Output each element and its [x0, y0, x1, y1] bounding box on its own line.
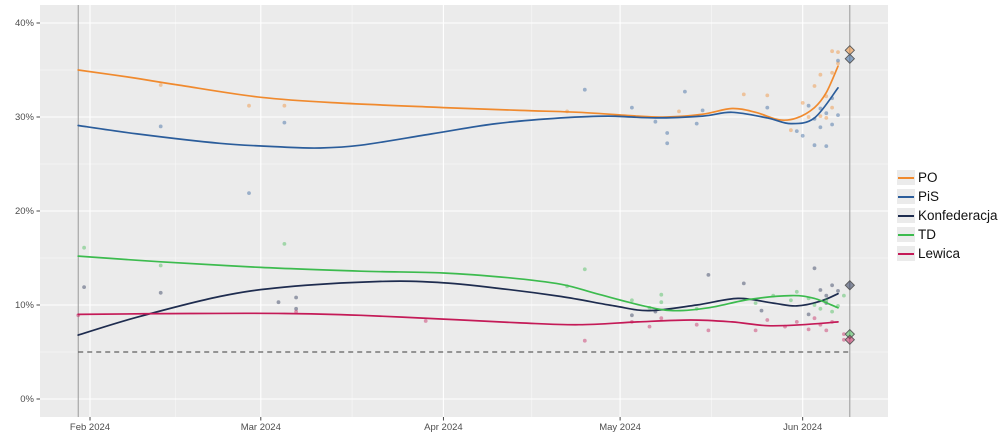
legend-item-td: TD — [897, 225, 998, 244]
y-tick-label: 30% — [15, 112, 35, 123]
axes: 0% 10% 20% 30% 40% Feb 2024 Mar 2024 Apr 2024 Ma… — [15, 18, 822, 433]
y-tick-label: 0% — [20, 394, 34, 405]
x-tick-label: Jun 2024 — [783, 422, 822, 433]
election-result-markers — [844, 45, 856, 346]
legend-label-konfederacja: Konfederacja — [918, 208, 998, 223]
legend: PO PiS Konfederacja TD Lewica — [897, 168, 998, 263]
lewica-line-swatch — [898, 252, 914, 255]
gridlines-major — [40, 5, 888, 417]
legend-key-konfederacja — [897, 208, 915, 223]
result-diamond-PiS — [844, 53, 856, 64]
legend-label-td: TD — [918, 227, 936, 242]
x-tick-label: Mar 2024 — [241, 422, 281, 433]
legend-item-po: PO — [897, 168, 998, 187]
series-Konfederacja-points — [82, 266, 840, 318]
x-tick-label: May 2024 — [599, 422, 641, 433]
legend-key-po — [897, 170, 915, 185]
series-TD-trend — [77, 255, 839, 312]
series-Konfederacja-trend — [77, 280, 839, 336]
series-PO-trend — [77, 65, 839, 122]
legend-key-pis — [897, 189, 915, 204]
legend-label-lewica: Lewica — [918, 246, 961, 261]
series-PiS-trend — [77, 87, 839, 149]
legend-item-lewica: Lewica — [897, 244, 998, 263]
result-diamond-Konfederacja — [844, 280, 856, 291]
legend-label-pis: PiS — [918, 189, 940, 204]
series-Lewica-points — [76, 309, 846, 343]
reference-lines — [77, 5, 851, 417]
result-diamond-Lewica — [844, 334, 856, 346]
legend-item-konfederacja: Konfederacja — [897, 206, 998, 225]
legend-key-td — [897, 227, 915, 242]
legend-key-lewica — [897, 246, 915, 261]
x-tick-label: Apr 2024 — [424, 422, 463, 433]
y-tick-label: 20% — [15, 206, 35, 217]
td-line-swatch — [898, 233, 914, 236]
legend-item-pis: PiS — [897, 187, 998, 206]
y-tick-label: 10% — [15, 300, 35, 311]
konfederacja-line-swatch — [898, 214, 914, 217]
series-Lewica-trend — [77, 312, 839, 327]
pis-line-swatch — [898, 195, 914, 198]
legend-label-po: PO — [918, 170, 938, 185]
x-tick-label: Feb 2024 — [70, 422, 110, 433]
y-tick-label: 40% — [15, 18, 35, 29]
po-line-swatch — [898, 176, 914, 179]
